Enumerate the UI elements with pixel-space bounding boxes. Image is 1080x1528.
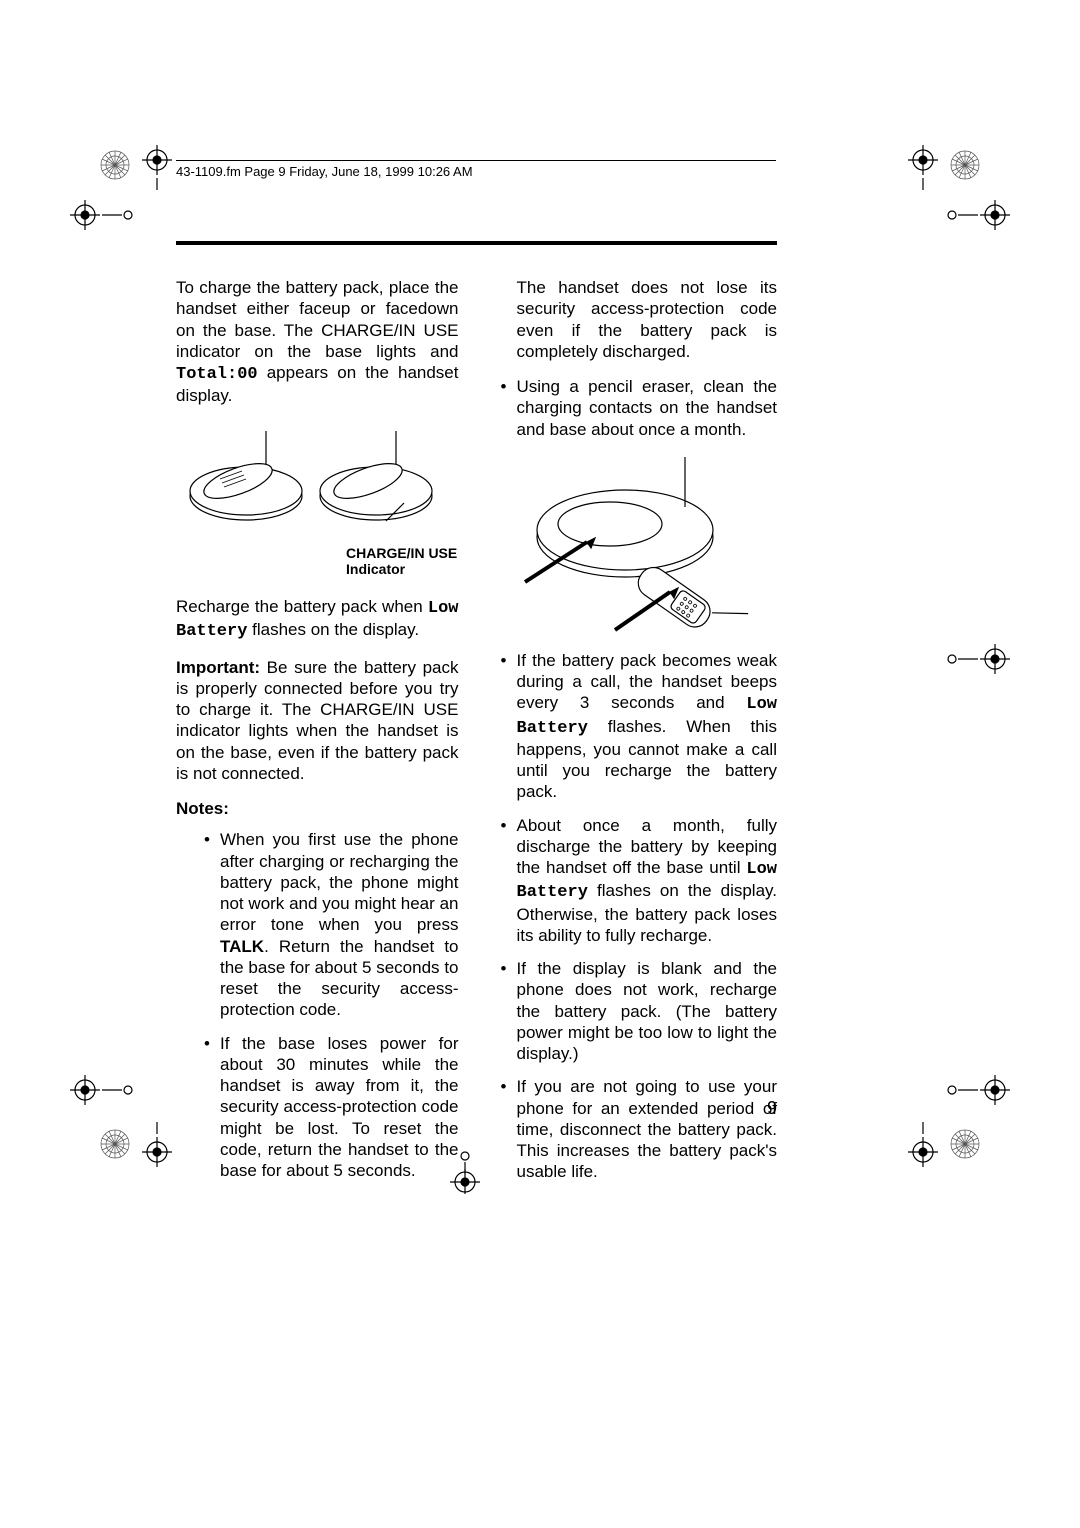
notes-heading: Notes: (176, 798, 459, 819)
note-item-5: About once a month, fully discharge the … (495, 815, 778, 947)
illustration-handset-on-base: CHARGE/IN USEIndicator (176, 421, 459, 579)
illustration-caption: CHARGE/IN USEIndicator (346, 545, 466, 579)
regmark-bottom-left (70, 1075, 130, 1105)
note-item-3: Using a pencil eraser, clean the chargin… (495, 376, 778, 440)
note-item-6: If the display is blank and the phone do… (495, 958, 778, 1064)
header-regmark (137, 130, 943, 195)
content-area: To charge the battery pack, place the ha… (176, 241, 777, 1119)
regmark-mid-right (940, 644, 1000, 674)
para-security-code: The handset does not lose its security a… (495, 277, 778, 362)
illustration-clean-contacts (495, 452, 778, 632)
corner-bloom-br (945, 1124, 985, 1164)
regmark-top-right (940, 200, 1000, 230)
corner-bloom-tr (945, 145, 985, 185)
corner-bloom-tl (95, 145, 135, 185)
header-text: 43-1109.fm Page 9 Friday, June 18, 1999 … (176, 164, 473, 179)
para-charge: To charge the battery pack, place the ha… (176, 277, 459, 407)
note-item-4: If the battery pack becomes weak during … (495, 650, 778, 803)
note-item-7: If you are not going to use your phone f… (495, 1076, 778, 1182)
regmark-bottom-right (940, 1075, 1000, 1105)
corner-bloom-bl (95, 1124, 135, 1164)
para-important: Important: Be sure the battery pack is p… (176, 657, 459, 785)
note-item-1: When you first use the phone after charg… (198, 829, 459, 1020)
header-rule (176, 160, 776, 161)
note-item-2: If the base loses power for about 30 min… (198, 1033, 459, 1182)
page-number: 9 (767, 1098, 777, 1119)
para-recharge: Recharge the battery pack when Low Batte… (176, 596, 459, 643)
regmark-top-left (70, 200, 130, 230)
